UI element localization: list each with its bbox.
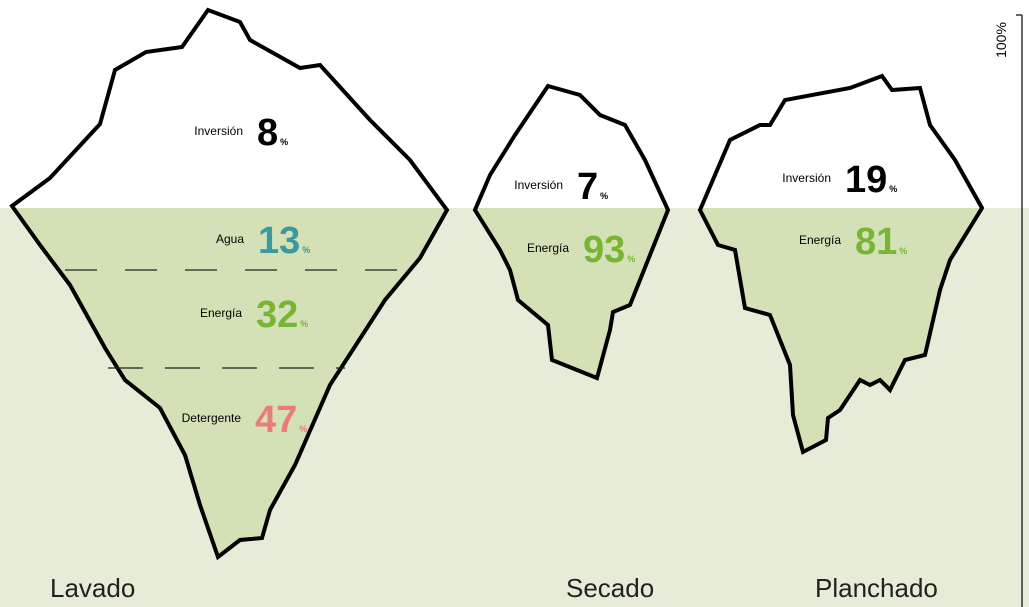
iceberg-outline [697,73,985,455]
item-unit: % [280,137,288,147]
item-value: 13 [258,220,300,262]
iceberg-above [475,86,668,208]
item-unit: % [299,424,307,434]
item-unit: % [302,245,310,255]
item-value: 32 [256,294,298,336]
item-value: 81 [855,221,897,263]
item-unit: % [600,191,608,201]
item-unit: % [889,184,897,194]
item-unit: % [899,246,907,256]
iceberg-name: Secado [566,573,654,603]
item-label: Energía [200,306,242,320]
item-label: Energía [527,241,569,255]
iceberg-name: Lavado [50,573,135,603]
item-unit: % [627,254,635,264]
item-value: 19 [845,159,887,201]
item-value: 7 [577,166,598,208]
item-value: 93 [583,229,625,271]
iceberg-outline [9,7,450,561]
item-value: 8 [257,112,278,154]
item-label: Energía [799,233,841,247]
item-label: Inversión [782,171,831,185]
scale-label: 100% [993,22,1009,58]
item-label: Agua [216,232,244,246]
iceberg-above [700,76,982,208]
iceberg-above [12,10,446,208]
iceberg-name: Planchado [815,573,938,603]
item-label: Inversión [194,124,243,138]
item-label: Inversión [514,178,563,192]
item-value: 47 [255,399,297,441]
item-unit: % [300,319,308,329]
item-label: Detergente [182,411,242,425]
iceberg-outline [472,83,671,381]
